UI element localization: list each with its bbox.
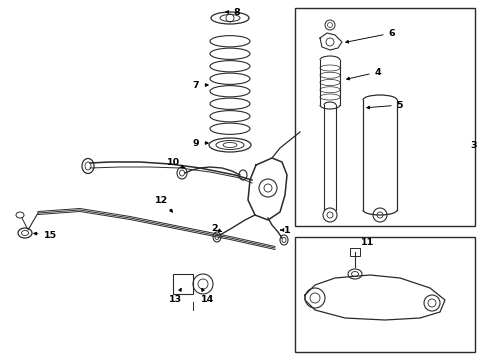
Text: 12: 12 [155, 195, 172, 212]
Bar [350, 248, 360, 256]
Text: 9: 9 [193, 139, 208, 148]
Text: 3: 3 [471, 140, 477, 149]
Bar [295, 8, 475, 226]
Text: 7: 7 [193, 81, 208, 90]
Text: 5: 5 [367, 100, 403, 109]
Text: 2: 2 [212, 224, 221, 233]
Bar [295, 237, 475, 352]
Text: 8: 8 [226, 8, 241, 17]
Text: 6: 6 [346, 28, 395, 43]
Text: 4: 4 [347, 68, 381, 80]
Text: 10: 10 [167, 158, 185, 168]
Ellipse shape [211, 12, 249, 24]
Ellipse shape [209, 138, 251, 152]
Text: 11: 11 [361, 238, 375, 247]
Text: 14: 14 [201, 288, 215, 305]
Text: 15: 15 [34, 230, 56, 239]
Text: 1: 1 [281, 225, 290, 234]
Bar [173, 274, 193, 294]
Text: 13: 13 [169, 288, 182, 305]
